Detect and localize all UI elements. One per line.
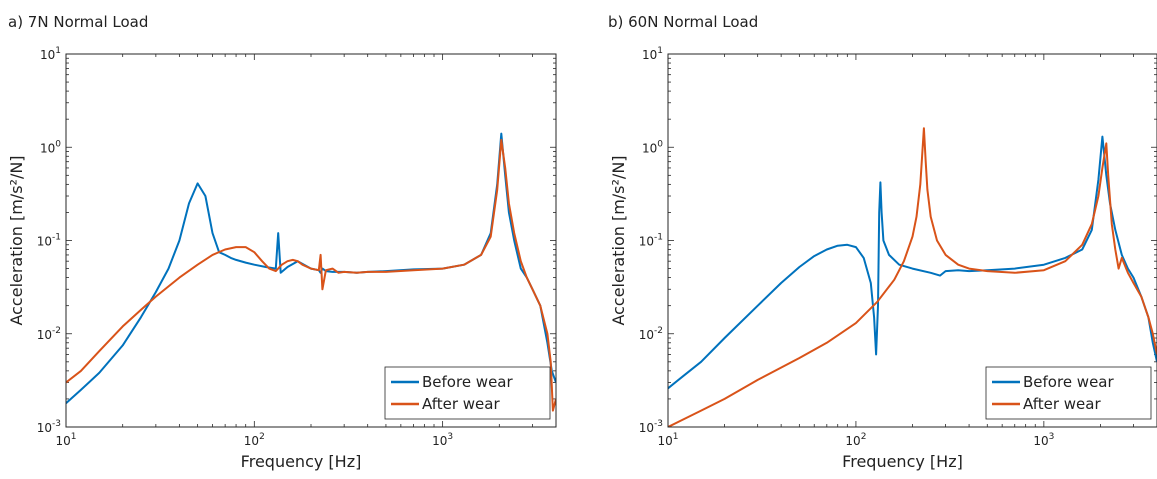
y-tick-label: 10-3 [37, 419, 61, 435]
y-tick-label: 100 [642, 139, 663, 155]
x-tick-label: 103 [432, 432, 453, 448]
y-tick-label: 10-1 [639, 233, 663, 249]
y-tick-label: 100 [40, 139, 61, 155]
series-line-after [668, 127, 1157, 427]
y-axis-label: Acceleration [m/s²/N] [7, 155, 26, 325]
legend: Before wear After wear [384, 366, 551, 420]
x-axis-label: Frequency [Hz] [842, 452, 963, 471]
x-tick-label: 102 [845, 432, 866, 448]
x-tick-label: 103 [1033, 432, 1054, 448]
y-tick-label: 10-1 [37, 233, 61, 249]
x-axis-label: Frequency [Hz] [241, 452, 362, 471]
legend-label-after: After wear [422, 395, 500, 413]
series-line-after [66, 138, 556, 412]
x-tick-label: 101 [657, 432, 678, 448]
legend-label-before: Before wear [422, 373, 513, 391]
y-tick-label: 101 [40, 46, 61, 62]
chart-title: b) 60N Normal Load [608, 13, 758, 31]
legend-label-before: Before wear [1023, 373, 1114, 391]
y-tick-label: 10-2 [639, 326, 663, 342]
y-tick-label: 10-3 [639, 419, 663, 435]
series-line-before [668, 135, 1157, 390]
legend-box [985, 366, 1152, 420]
plot-area [65, 53, 557, 428]
legend-box [384, 366, 551, 420]
y-tick-label: 10-2 [37, 326, 61, 342]
legend: Before wear After wear [985, 366, 1152, 420]
x-tick-label: 101 [55, 432, 76, 448]
x-tick-label: 102 [244, 432, 265, 448]
legend-label-after: After wear [1023, 395, 1101, 413]
y-tick-label: 101 [642, 46, 663, 62]
y-axis-label: Acceleration [m/s²/N] [609, 155, 628, 325]
chart-title: a) 7N Normal Load [8, 13, 148, 31]
chart-panel-1: b) 60N Normal Load 101 102 103 10-3 10-2 10-1 1… [608, 13, 1157, 471]
chart-panel-0: a) 7N Normal Load 101 102 103 10-3 10-2 10-1 10… [7, 13, 557, 471]
plot-area [667, 53, 1157, 428]
